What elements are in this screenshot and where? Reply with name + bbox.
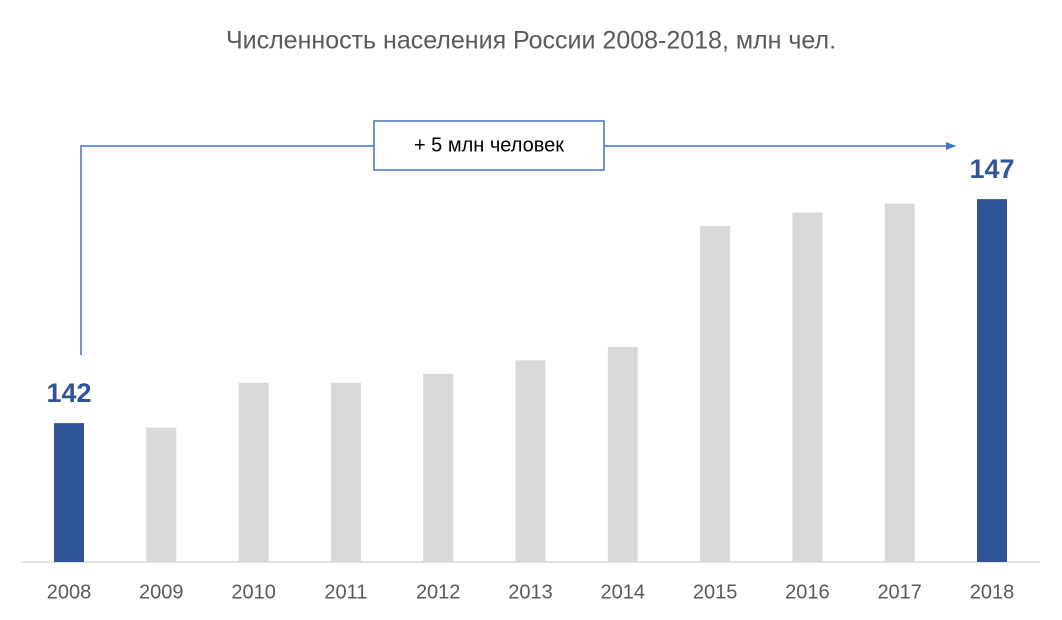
- annotation-arrow: [80, 142, 956, 355]
- x-tick-label: 2017: [877, 581, 922, 603]
- bar: [792, 212, 823, 562]
- bar: [423, 373, 454, 562]
- bar: [515, 360, 546, 562]
- x-tick-label: 2018: [970, 581, 1015, 603]
- chart-title: Численность населения России 2008-2018, …: [226, 27, 836, 55]
- x-tick-label: 2015: [693, 581, 738, 603]
- annotation: + 5 млн человек: [414, 134, 564, 156]
- bar: [330, 382, 361, 562]
- bar: [54, 423, 84, 562]
- x-tick-label: 2010: [231, 581, 276, 603]
- x-tick-label: 2016: [785, 581, 830, 603]
- bar: [607, 346, 638, 562]
- bar: [146, 427, 177, 562]
- bar: [977, 199, 1007, 562]
- x-tick-label: 2012: [416, 581, 461, 603]
- annotation-box: [373, 120, 605, 171]
- bar: [238, 382, 269, 562]
- value-label: 142: [46, 378, 91, 408]
- x-tick-label: 2014: [601, 581, 646, 603]
- bar: [700, 225, 731, 563]
- x-tick-label: 2013: [508, 581, 553, 603]
- x-tick-label: 2011: [324, 581, 367, 603]
- x-tick-label: 2009: [139, 581, 184, 603]
- bar: [884, 203, 915, 562]
- value-label: 147: [969, 154, 1014, 184]
- x-tick-label: 2008: [47, 581, 92, 603]
